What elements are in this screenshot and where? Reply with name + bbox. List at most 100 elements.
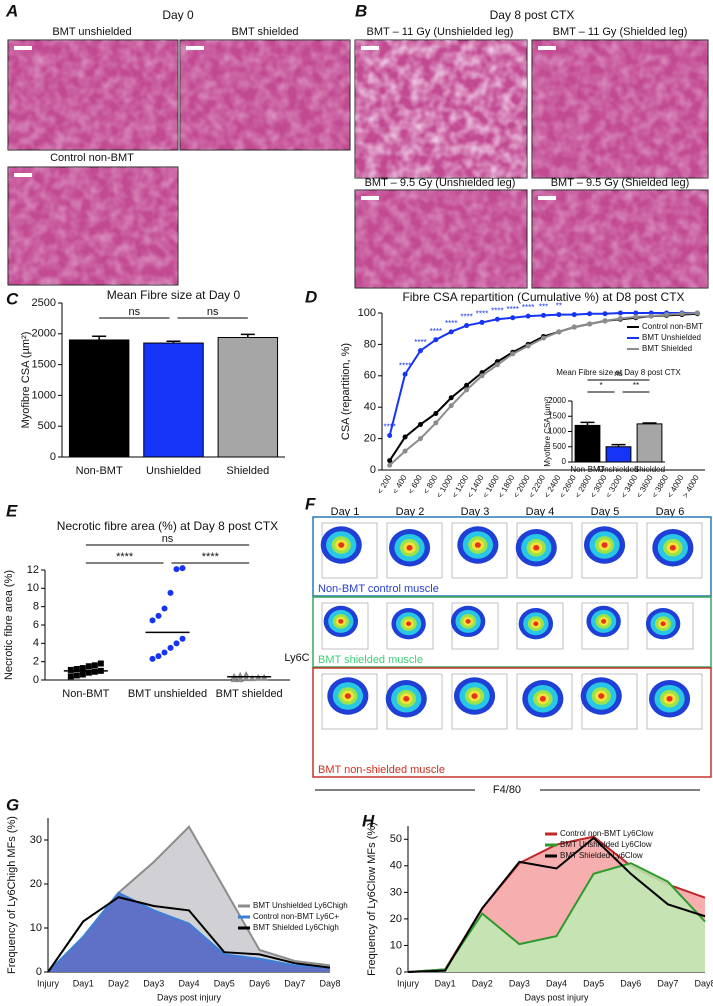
panel-label: G — [6, 795, 19, 814]
point — [679, 311, 685, 317]
significance-label: ns — [207, 306, 219, 318]
y-tick-label: 1000 — [32, 389, 56, 401]
y-tick-label: 20 — [364, 433, 376, 445]
x-tick-label: Shielded — [634, 465, 665, 474]
legend-label: Control non-BMT Ly6Clow — [560, 829, 654, 838]
x-tick-label: Shielded — [226, 465, 269, 477]
significance-label: **** — [476, 310, 488, 319]
image-caption: BMT shielded — [231, 26, 298, 38]
point — [448, 403, 454, 409]
day-label: Day 6 — [656, 506, 685, 518]
y-tick-label: 2000 — [32, 328, 56, 340]
point — [79, 665, 86, 672]
y-tick-label: 40 — [364, 401, 376, 413]
row-label: Non-BMT control muscle — [318, 583, 439, 595]
bar — [605, 446, 632, 463]
histology-texture — [8, 40, 178, 150]
x-axis-label: Days post injury — [157, 992, 222, 1002]
flow-density — [666, 696, 673, 702]
scale-bar — [14, 173, 32, 177]
y-tick-label: 20 — [30, 878, 42, 890]
point — [571, 324, 577, 330]
y-axis-label: Frequency of Ly6Clow MFs (%) — [366, 822, 378, 976]
x-tick-label: Non-BMT — [570, 465, 604, 474]
histology-texture — [8, 167, 178, 285]
point — [173, 566, 180, 573]
point — [97, 660, 104, 667]
significance-label: ns — [162, 533, 174, 545]
x-axis-label: Days post injury — [524, 992, 589, 1002]
chart-title: Mean Fibre size at Day 0 — [107, 288, 241, 302]
legend-label: BMT Shielded Ly6Clow — [560, 851, 643, 860]
y-tick-label: 500 — [553, 442, 567, 451]
point — [633, 314, 639, 320]
flow-density — [669, 545, 676, 551]
point — [448, 329, 454, 335]
point — [664, 312, 670, 318]
y-tick-label: 30 — [30, 834, 42, 846]
day-label: Day 1 — [331, 506, 360, 518]
x-tick-label: Day1 — [435, 978, 456, 988]
y-axis-label: Myofibre CSA (µm²) — [20, 332, 32, 429]
y-tick-label: 0 — [370, 464, 376, 476]
significance-label: *** — [539, 302, 548, 311]
series-line — [47, 896, 331, 973]
point — [510, 315, 516, 321]
flow-density — [338, 542, 345, 548]
series-area — [408, 863, 705, 972]
point — [448, 395, 454, 401]
point — [464, 323, 470, 329]
chart-title: Mean Fibre size at Day 8 post CTX — [556, 368, 681, 377]
panel-label: F — [305, 494, 316, 513]
x-tick-label: Day5 — [214, 978, 235, 988]
y-tick-label: 20 — [390, 913, 402, 925]
significance-label: ns — [614, 369, 622, 378]
point — [587, 311, 593, 317]
significance-label: ** — [633, 381, 639, 390]
y-tick-label: 10 — [390, 939, 402, 951]
point — [387, 458, 393, 464]
bar — [217, 336, 279, 458]
point — [67, 666, 74, 673]
flow-density — [474, 542, 481, 548]
flow-density — [406, 545, 413, 551]
y-tick-label: 100 — [358, 307, 376, 319]
y-tick-label: 10 — [30, 922, 42, 934]
point — [155, 612, 162, 619]
y-tick-label: 0 — [50, 451, 56, 463]
y-tick-label: 10 — [27, 582, 39, 594]
scale-bar — [538, 46, 556, 50]
error-bar — [580, 421, 595, 426]
significance-label: **** — [116, 551, 134, 563]
x-tick-label: Day6 — [620, 978, 641, 988]
flow-density — [539, 696, 546, 702]
significance-label: **** — [399, 361, 411, 370]
x-tick-label: Day5 — [583, 978, 604, 988]
panel-label: H — [362, 811, 375, 830]
series-area — [48, 892, 330, 972]
x-tick-label: Day4 — [546, 978, 567, 988]
point — [602, 311, 608, 317]
point — [617, 315, 623, 321]
flow-density — [660, 621, 666, 626]
flow-density — [601, 542, 608, 548]
point — [556, 312, 562, 318]
point — [417, 348, 423, 354]
significance-label: **** — [491, 306, 503, 315]
bar — [574, 424, 601, 463]
x-tick-label: Injury — [37, 978, 60, 988]
scale-bar — [186, 46, 204, 50]
axis-label: Ly6C — [284, 652, 309, 664]
point — [387, 462, 393, 468]
point — [242, 674, 250, 682]
point — [633, 310, 639, 316]
point — [167, 589, 174, 596]
point — [85, 663, 92, 670]
image-caption: BMT unshielded — [52, 26, 131, 38]
point — [167, 644, 174, 651]
flow-density — [601, 619, 607, 624]
y-tick-label: 60 — [364, 370, 376, 382]
panel-label: D — [305, 287, 317, 306]
x-tick-label: BMT shielded — [216, 688, 283, 700]
image-caption: BMT – 9.5 Gy (Unshielded leg) — [365, 177, 516, 189]
